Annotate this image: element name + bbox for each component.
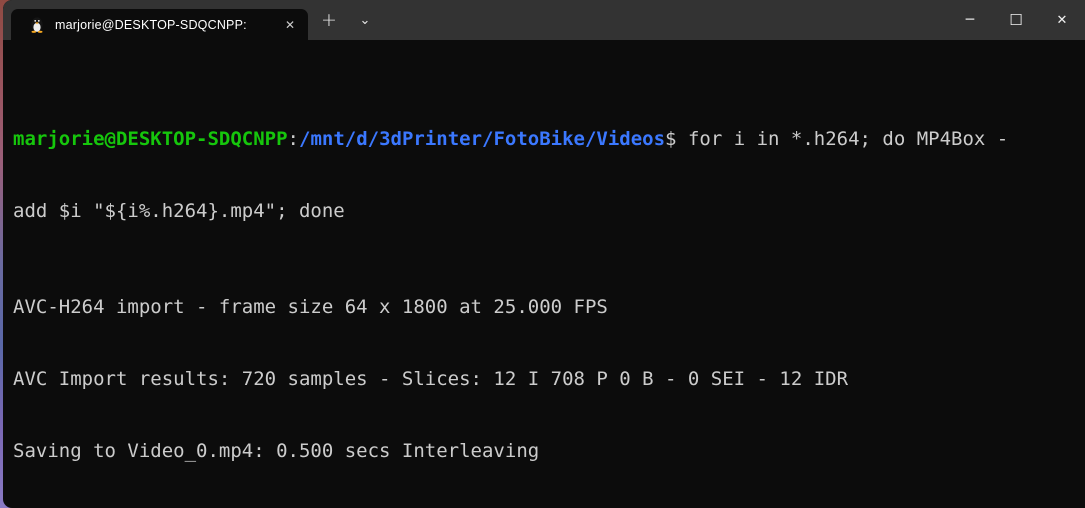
- prompt-colon: :: [287, 128, 299, 150]
- titlebar-drag-area[interactable]: [382, 0, 947, 40]
- command-text: for i in *.h264; do MP4Box -: [676, 128, 1009, 150]
- terminal-output-line: AVC Import results: 720 samples - Slices…: [13, 368, 849, 390]
- linux-tux-icon: [31, 17, 43, 33]
- titlebar[interactable]: marjorie@DESKTOP-SDQCNPP: ✕ + ⌄ ─ ☐ ✕: [3, 0, 1085, 40]
- tab-close-icon[interactable]: ✕: [284, 17, 296, 32]
- terminal-window: marjorie@DESKTOP-SDQCNPP: ✕ + ⌄ ─ ☐ ✕ ma…: [3, 0, 1085, 508]
- terminal-output-line: AVC-H264 import - frame size 64 x 1800 a…: [13, 296, 608, 318]
- window-controls: ─ ☐ ✕: [947, 0, 1085, 40]
- terminal-output-line: Saving to Video_0.mp4: 0.500 secs Interl…: [13, 440, 540, 462]
- command-wrap-line: add $i "${i%.h264}.mp4"; done: [13, 200, 345, 222]
- close-button[interactable]: ✕: [1056, 12, 1068, 28]
- terminal-viewport[interactable]: marjorie@DESKTOP-SDQCNPP:/mnt/d/3dPrinte…: [3, 40, 1085, 508]
- new-tab-button[interactable]: +: [321, 9, 337, 31]
- tab-wsl-session[interactable]: marjorie@DESKTOP-SDQCNPP: ✕: [11, 9, 308, 40]
- tab-dropdown-icon[interactable]: ⌄: [359, 12, 371, 28]
- tab-title: marjorie@DESKTOP-SDQCNPP:: [55, 17, 247, 32]
- minimize-button[interactable]: ─: [965, 12, 975, 28]
- prompt-user-host: marjorie@DESKTOP-SDQCNPP: [13, 128, 288, 150]
- prompt-command-line: marjorie@DESKTOP-SDQCNPP:/mnt/d/3dPrinte…: [13, 127, 1075, 151]
- prompt-path: /mnt/d/3dPrinter/FotoBike/Videos: [299, 128, 666, 150]
- maximize-button[interactable]: ☐: [1009, 11, 1023, 29]
- prompt-dollar: $: [665, 128, 677, 150]
